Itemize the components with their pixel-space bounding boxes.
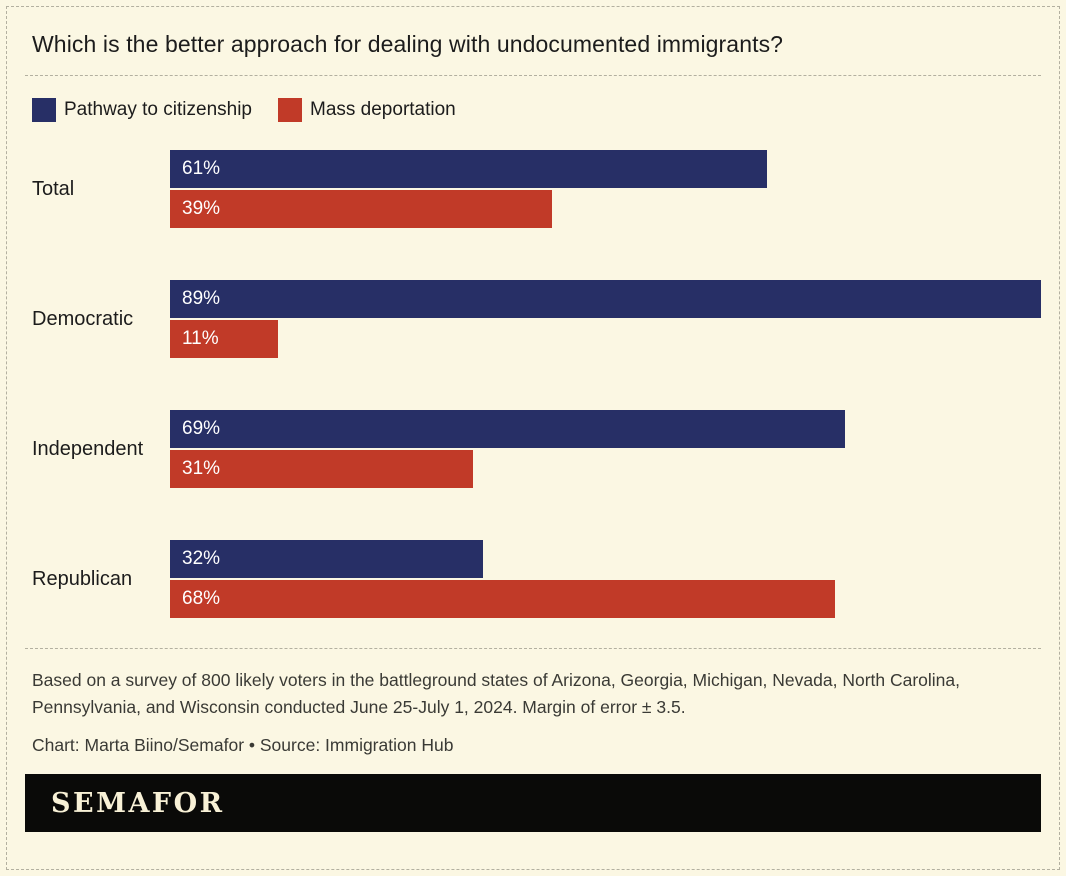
category-label: Democratic [32,307,134,330]
bar-navy: 89% [170,280,1041,318]
chart-row: Independent 69% 31% [32,410,1041,488]
category-label: Independent [32,437,144,460]
legend-label-deportation: Mass deportation [310,99,456,120]
bar-red: 39% [170,190,552,228]
bar-navy: 32% [170,540,484,578]
bar-group: 89% 11% [170,280,1041,358]
dashed-frame: Which is the better approach for dealing… [6,6,1060,870]
bottom-divider [25,648,1041,649]
bar-navy: 69% [170,410,846,448]
bar-group: 32% 68% [170,540,1041,618]
chart-row: Democratic 89% 11% [32,280,1041,358]
category-label: Republican [32,567,133,590]
bar-navy: 61% [170,150,767,188]
bar-value-label: 89% [182,288,221,309]
top-divider [25,75,1041,76]
bar-red: 11% [170,320,278,358]
chart-row: Republican 32% 68% [32,540,1041,618]
semafor-logo: SEMAFOR [51,787,225,819]
footer-bar: SEMAFOR [25,774,1041,833]
legend-item-deportation: Mass deportation [278,98,456,122]
bar-group: 69% 31% [170,410,1041,488]
bar-value-label: 61% [182,158,221,179]
bar-value-label: 32% [182,548,221,569]
bar-chart: Total 61% 39% Democratic 89% 11% Independent 69… [32,150,1041,618]
bar-red: 68% [170,580,836,618]
legend-label-citizenship: Pathway to citizenship [64,99,252,120]
category-label: Total [32,177,75,200]
chart-title: Which is the better approach for dealing… [32,31,784,57]
chart-row: Total 61% 39% [32,150,1041,228]
legend-item-citizenship: Pathway to citizenship [32,98,252,122]
bar-group: 61% 39% [170,150,1041,228]
bar-value-label: 31% [182,458,221,479]
bar-red: 31% [170,450,474,488]
legend-swatch-deportation [278,98,302,122]
legend-swatch-citizenship [32,98,56,122]
legend: Pathway to citizenship Mass deportation [32,98,1041,122]
bar-value-label: 11% [182,328,219,349]
bar-value-label: 39% [182,198,221,219]
survey-note: Based on a survey of 800 likely voters i… [32,670,961,718]
bar-value-label: 68% [182,588,221,609]
bar-value-label: 69% [182,418,221,439]
credit-line: Chart: Marta Biino/Semafor • Source: Imm… [32,735,454,756]
